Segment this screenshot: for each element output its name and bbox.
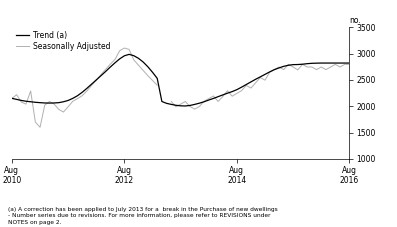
Text: (a) A correction has been applied to July 2013 for a  break in the Purchase of n: (a) A correction has been applied to Jul… <box>8 207 278 225</box>
Text: no.: no. <box>349 16 361 25</box>
Legend: Trend (a), Seasonally Adjusted: Trend (a), Seasonally Adjusted <box>16 31 110 51</box>
